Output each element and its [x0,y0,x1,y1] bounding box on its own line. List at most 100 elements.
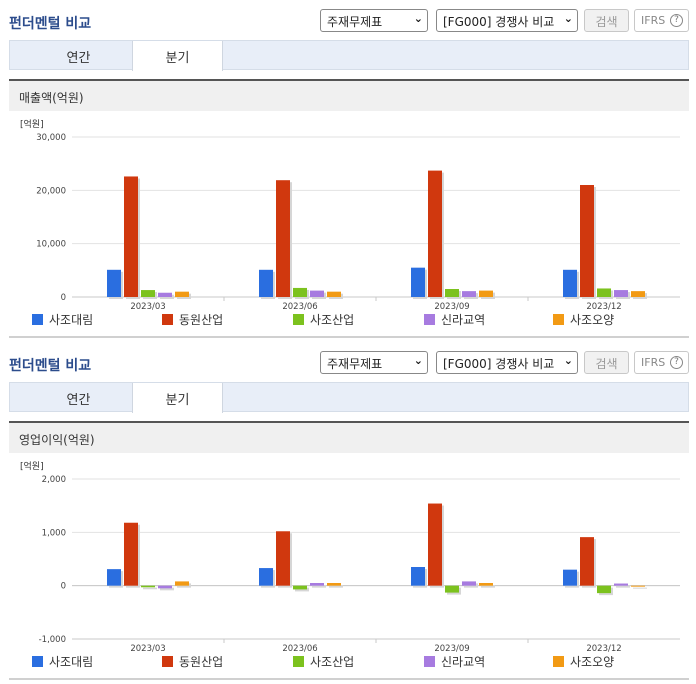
ifrs-label: IFRS [641,14,666,27]
chevron-down-icon: ⌄ [413,12,423,25]
bar [479,583,493,586]
bar [293,585,307,590]
legend-item[interactable]: 사조대림 [32,653,93,670]
statement-select-value: 주재무제표 [327,15,383,29]
bar [175,581,189,586]
legend-label: 사조산업 [310,655,355,669]
search-button[interactable]: 검색 [584,9,629,32]
bar [479,290,493,297]
period-tabs: 연간 분기 [9,382,689,413]
bar [327,291,341,297]
bar [614,290,628,297]
legend-item[interactable]: 사조산업 [293,311,354,328]
divider [9,336,689,338]
chevron-down-icon: ⌄ [413,354,423,367]
legend-label: 동원산업 [179,313,224,327]
chevron-down-icon: ⌄ [563,354,573,367]
bar [563,269,577,297]
legend-item[interactable]: 동원산업 [162,311,223,328]
help-icon: ? [670,14,683,27]
chart-legend: 사조대림 동원산업 사조산업 신라교역 사조오양 [32,311,672,329]
bar-chart: [억원] -1,000 0 1,000 2,000 2023/03 2023/06 2023/… [0,453,696,684]
panel-title: 펀더멘털 비교 [9,16,92,32]
tab-annual[interactable]: 연간 [66,393,91,408]
legend-item[interactable]: 사조대림 [32,311,93,328]
x-tick-label: 2023/12 [586,302,621,312]
tab-quarterly[interactable]: 분기 [132,383,223,413]
legend-swatch [424,314,435,325]
bar [141,290,155,297]
legend-swatch [553,656,564,667]
bar [107,269,121,297]
x-tick-label: 2023/03 [130,302,165,312]
bar [310,290,324,297]
bar [327,583,341,586]
bar [428,170,442,297]
legend-item[interactable]: 동원산업 [162,653,223,670]
legend-swatch [293,656,304,667]
legend-label: 사조대림 [49,655,94,669]
y-tick-label: 2,000 [42,475,66,485]
search-button[interactable]: 검색 [584,351,629,374]
legend-label: 신라교역 [441,313,486,327]
fundamental-panel-sales: 펀더멘털 비교 주재무제표 ⌄ [FG000] 경쟁사 비교 ⌄ 검색 IFRS? … [0,9,696,342]
bar [597,585,611,594]
statement-select[interactable]: 주재무제표 ⌄ [320,9,428,32]
statement-select-value: 주재무제표 [327,357,383,371]
chart-header: 영업이익(억원) [9,421,689,453]
tab-quarterly[interactable]: 분기 [132,41,223,71]
chevron-down-icon: ⌄ [563,12,573,25]
bar-shadow [329,585,343,588]
x-tick-label: 2023/12 [586,644,621,654]
legend-item[interactable]: 사조오양 [553,653,614,670]
ifrs-help-button[interactable]: IFRS? [634,9,689,32]
chart-legend: 사조대림 동원산업 사조산업 신라교역 사조오양 [32,653,672,671]
bar [107,569,121,586]
bar-shadow [295,587,309,592]
y-tick-label: 30,000 [36,133,66,143]
bar [614,583,628,586]
bar-chart: [억원] 0 10,000 20,000 30,000 2023/03 2023/06 202… [0,111,696,342]
bar [631,585,645,587]
statement-select[interactable]: 주재무제표 ⌄ [320,351,428,374]
help-icon: ? [670,356,683,369]
bar [259,568,273,586]
period-tabs: 연간 분기 [9,40,689,71]
legend-item[interactable]: 사조오양 [553,311,614,328]
legend-swatch [162,656,173,667]
chart-svg: [억원] 0 10,000 20,000 30,000 2023/03 2023/06 202… [20,118,680,312]
x-tick-label: 2023/06 [282,302,317,312]
legend-label: 사조대림 [49,313,94,327]
comparison-select[interactable]: [FG000] 경쟁사 비교 ⌄ [436,351,578,374]
bar [293,287,307,297]
chart-svg: [억원] -1,000 0 1,000 2,000 2023/03 2023/06 2023/… [20,460,680,654]
legend-item[interactable]: 사조산업 [293,653,354,670]
legend-item[interactable]: 신라교역 [424,311,485,328]
bar [124,176,138,297]
bar-shadow [616,585,630,588]
legend-swatch [162,314,173,325]
bar [445,585,459,593]
unit-label: [억원] [20,118,44,130]
tab-annual[interactable]: 연간 [66,51,91,66]
legend-item[interactable]: 신라교역 [424,653,485,670]
y-tick-label: 0 [61,293,66,303]
divider [9,678,689,680]
y-tick-label: 1,000 [42,528,66,538]
x-tick-label: 2023/09 [434,644,469,654]
bar [563,569,577,586]
bar [158,585,172,589]
panel-title: 펀더멘털 비교 [9,358,92,374]
legend-label: 동원산업 [179,655,224,669]
ifrs-help-button[interactable]: IFRS? [634,351,689,374]
bar [631,291,645,297]
bar [276,180,290,297]
x-tick-label: 2023/03 [130,644,165,654]
bar [158,292,172,297]
legend-swatch [32,656,43,667]
x-tick-label: 2023/06 [282,644,317,654]
bar [580,185,594,297]
bar [428,503,442,586]
comparison-select[interactable]: [FG000] 경쟁사 비교 ⌄ [436,9,578,32]
comparison-select-value: [FG000] 경쟁사 비교 [443,357,555,371]
